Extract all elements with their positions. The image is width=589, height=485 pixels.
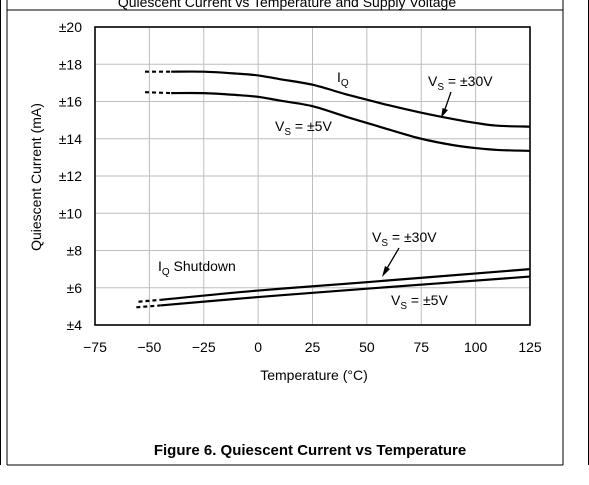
annotation-arrow-iq-vs30	[443, 91, 452, 113]
x-tick-label: −75	[83, 339, 107, 355]
grid	[95, 27, 530, 325]
y-tick-label: ±18	[59, 56, 82, 72]
annotation-sd-vs5: VS = ±5V	[391, 292, 448, 312]
series-line-0	[171, 70, 531, 128]
annotation-arrow-sd-vs30	[385, 247, 400, 271]
y-tick-label: ±20	[59, 19, 82, 35]
x-tick-label: 100	[464, 339, 488, 355]
series-dashed-extension-2	[138, 298, 161, 303]
x-tick-label: −50	[138, 339, 162, 355]
figure-caption: Figure 6. Quiescent Current vs Temperatu…	[154, 442, 466, 459]
series-dashed-extension-1	[144, 91, 172, 95]
y-tick-label: ±10	[59, 205, 82, 221]
series-line-3	[160, 275, 531, 307]
annotation-arrowhead-sd-vs30	[382, 266, 390, 277]
annotation-sd-vs30: VS = ±30V	[372, 229, 437, 249]
annotation-iq-vs5: VS = ±5V	[275, 118, 332, 138]
series-dashed-extension-3	[136, 304, 161, 309]
y-axis-label: Quiescent Current (mA)	[28, 103, 44, 251]
x-tick-label: 0	[254, 339, 262, 355]
annotation-sd: IQ Shutdown	[158, 258, 236, 278]
plot-area	[94, 26, 531, 326]
y-tick-label: ±14	[59, 131, 82, 147]
x-tick-label: 25	[305, 339, 321, 355]
x-tick-label: 50	[359, 339, 375, 355]
x-tick-label: 75	[413, 339, 429, 355]
x-tick-label: −25	[192, 339, 216, 355]
x-tick-label: 125	[518, 339, 542, 355]
y-tick-labels: ±4 ±6 ±8 ±10 ±12 ±14 ±16 ±18 ±20	[59, 19, 82, 333]
y-tick-label: ±8	[67, 243, 83, 259]
x-tick-labels: −75 −50 −25 0 25 50 75 100 125	[83, 339, 542, 355]
annotation-iq: IQ	[337, 69, 349, 89]
y-tick-label: ±12	[59, 168, 82, 184]
y-tick-label: ±4	[67, 317, 83, 333]
x-axis-label: Temperature (°C)	[260, 367, 368, 383]
y-tick-label: ±6	[67, 280, 83, 296]
series-line-2	[160, 268, 531, 301]
series-layer	[136, 70, 531, 309]
annotation-arrowhead-iq-vs30	[441, 108, 448, 118]
y-tick-label: ±16	[59, 94, 82, 110]
annotation-iq-vs30: VS = ±30V	[428, 73, 493, 93]
series-line-1	[171, 91, 531, 152]
page-header: Quiescent Current vs Temperature and Sup…	[118, 0, 456, 10]
